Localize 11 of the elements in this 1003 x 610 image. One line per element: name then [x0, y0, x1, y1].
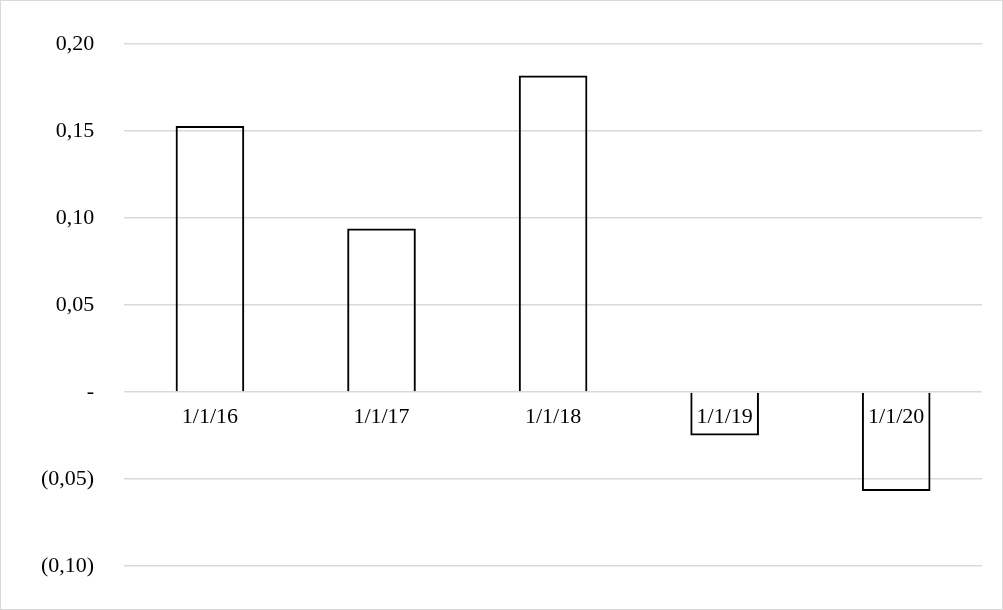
y-tick-label: 0,05 [55, 290, 95, 316]
y-tick-label: 0,15 [55, 116, 95, 142]
y-tick-label: (0,10) [41, 551, 95, 577]
y-tick-label: (0,05) [41, 464, 95, 490]
y-tick-label: 0,10 [55, 203, 95, 229]
y-tick-label: 0,20 [55, 29, 95, 55]
x-tick-label: 1/1/18 [524, 402, 582, 428]
y-tick-label: - [86, 377, 95, 403]
x-tick-label: 1/1/17 [353, 402, 410, 428]
x-tick-label: 1/1/16 [181, 402, 239, 428]
x-tick-label: 1/1/20 [868, 402, 925, 428]
